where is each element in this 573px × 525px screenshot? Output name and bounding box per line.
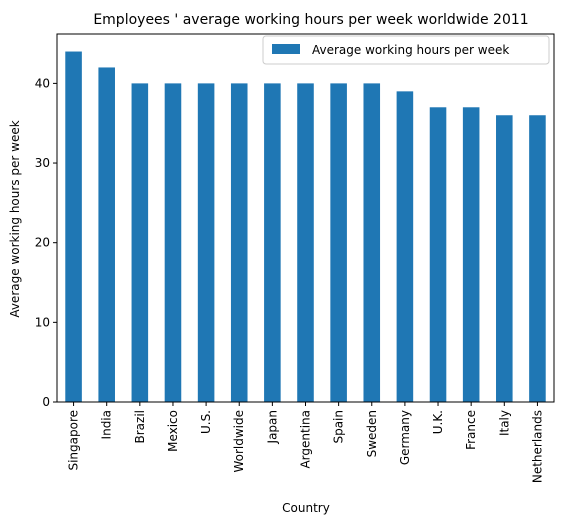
x-tick-label: India <box>100 410 114 439</box>
x-tick-label: Japan <box>265 410 279 444</box>
x-tick-label: Worldwide <box>232 410 246 473</box>
x-tick-label: Brazil <box>133 410 147 444</box>
bar-singapore <box>65 51 82 403</box>
x-axis-label: Country <box>282 501 330 515</box>
x-tick-label: Argentina <box>299 410 313 469</box>
legend: Average working hours per week <box>262 35 550 65</box>
bar-italy <box>496 115 513 402</box>
bar-u-k <box>429 107 447 403</box>
x-tick-label: Italy <box>497 410 511 436</box>
y-tick-label: 30 <box>35 156 50 170</box>
chart-title: Employees ' average working hours per we… <box>93 12 528 28</box>
y-tick-label: 20 <box>35 236 50 250</box>
bar-brazil <box>131 83 149 402</box>
x-tick-label: France <box>464 410 478 450</box>
x-tick-label: Singapore <box>67 410 81 471</box>
x-tick-label: Mexico <box>166 410 180 452</box>
x-tick-label: Sweden <box>365 410 379 457</box>
legend-box <box>262 35 550 65</box>
x-tick-label: U.S. <box>199 410 213 434</box>
bar-spain <box>330 83 347 402</box>
legend-label: Average working hours per week <box>312 43 509 57</box>
x-axis-ticks: Singapore India Brazil Mexico U.S. Worldwide J… <box>67 402 544 483</box>
bar-sweden <box>363 83 381 402</box>
bar-japan <box>264 83 281 402</box>
x-tick-label: Netherlands <box>530 410 544 483</box>
bar-france <box>462 107 480 403</box>
y-tick-label: 0 <box>42 395 50 409</box>
x-tick-label: Spain <box>332 410 346 444</box>
bar-argentina <box>297 83 314 402</box>
bar-germany <box>396 91 414 402</box>
bar-u-s <box>197 83 215 402</box>
bar-mexico <box>164 83 182 402</box>
plot-frame <box>56 33 555 403</box>
legend-swatch <box>272 44 300 54</box>
y-axis-ticks: 0 10 20 30 40 <box>35 76 57 409</box>
y-tick-label: 40 <box>35 76 50 90</box>
bar-netherlands <box>529 115 546 402</box>
y-axis-label: Average working hours per week <box>8 120 22 317</box>
bar-worldwide <box>230 83 248 402</box>
x-tick-label: Germany <box>398 410 412 465</box>
x-tick-label: U.K. <box>431 410 445 434</box>
bar-india <box>98 67 115 403</box>
y-tick-label: 10 <box>35 315 50 329</box>
bars-group <box>65 51 546 403</box>
